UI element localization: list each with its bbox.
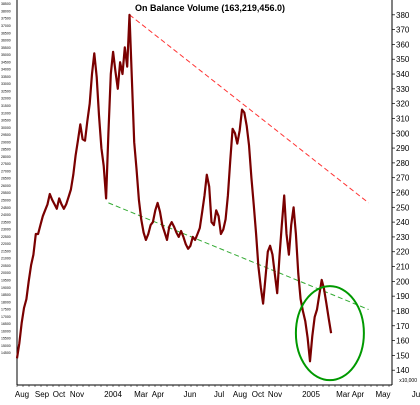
y-tick-label: 200 <box>396 277 410 286</box>
x-tick-label: Nov <box>268 390 282 399</box>
y-tick-label-left: 34500 <box>1 60 11 64</box>
y-tick-label: 320 <box>396 100 410 109</box>
y-tick-label: 370 <box>396 26 410 35</box>
trendline-resistance <box>129 14 369 204</box>
y-tick-label-left: 33500 <box>1 75 11 79</box>
y-tick-label-left: 27500 <box>1 162 11 166</box>
y-tick-label-left: 20500 <box>1 264 11 268</box>
x-tick-label: Jun <box>184 390 197 399</box>
y-tick-label: 190 <box>396 292 410 301</box>
y-tick-label-left: 38000 <box>1 9 11 13</box>
y-tick-label-left: 24500 <box>1 206 11 210</box>
y-tick-label-left: 37500 <box>1 17 11 21</box>
y-tick-label-left: 35500 <box>1 46 11 50</box>
y-tick-label-left: 17500 <box>1 308 11 312</box>
y-tick-label: 250 <box>396 203 410 212</box>
y-tick-label: 280 <box>396 159 410 168</box>
y-tick-label-left: 25500 <box>1 191 11 195</box>
x-tick-label: Apr <box>352 390 365 399</box>
y-tick-label: 160 <box>396 337 410 346</box>
y-tick-label-left: 23500 <box>1 220 11 224</box>
chart-title: On Balance Volume (163,219,456.0) <box>135 3 285 13</box>
y-tick-label: 230 <box>396 233 410 242</box>
y-tick-label-left: 28500 <box>1 148 11 152</box>
y-tick-label: 180 <box>396 307 410 316</box>
y-tick-label-left: 26500 <box>1 177 11 181</box>
trendline-support <box>108 202 369 310</box>
y-tick-label: 140 <box>396 366 410 375</box>
y-tick-label: 260 <box>396 189 410 198</box>
y-tick-label-left: 26000 <box>1 184 11 188</box>
y-tick-label-left: 18000 <box>1 300 11 304</box>
y-tick-label-left: 23000 <box>1 228 11 232</box>
x-tick-label: Nov <box>70 390 84 399</box>
y-tick-label-left: 24000 <box>1 213 11 217</box>
y-tick-label-left: 20000 <box>1 271 11 275</box>
y-tick-label: 210 <box>396 263 410 272</box>
y-tick-label-left: 30000 <box>1 126 11 130</box>
y-tick-label-left: 33000 <box>1 82 11 86</box>
y-tick-label-left: 22000 <box>1 242 11 246</box>
y-tick-label-left: 36000 <box>1 39 11 43</box>
y-tick-label: 270 <box>396 174 410 183</box>
y-tick-label-left: 38500 <box>1 2 11 6</box>
y-tick-label-left: 37000 <box>1 24 11 28</box>
y-tick-label: 340 <box>396 70 410 79</box>
y-tick-label-left: 31500 <box>1 104 11 108</box>
y-tick-label-left: 25000 <box>1 199 11 203</box>
y-tick-label: 310 <box>396 114 410 123</box>
y-tick-label: 330 <box>396 85 410 94</box>
y-tick-label-left: 31000 <box>1 111 11 115</box>
y-tick-label-left: 16000 <box>1 329 11 333</box>
y-tick-label: 290 <box>396 144 410 153</box>
y-tick-label: 380 <box>396 11 410 20</box>
y-tick-label-left: 27000 <box>1 169 11 173</box>
y-tick-label: 360 <box>396 40 410 49</box>
y-tick-label-left: 35000 <box>1 53 11 57</box>
y-tick-label: 220 <box>396 248 410 257</box>
annotation-circle <box>294 285 365 382</box>
y-tick-label-left: 28000 <box>1 155 11 159</box>
x-tick-label: Ju <box>412 390 420 399</box>
y-tick-label-left: 19000 <box>1 286 11 290</box>
y-tick-label: 170 <box>396 322 410 331</box>
y-tick-label-left: 29000 <box>1 140 11 144</box>
y-tick-label: 350 <box>396 55 410 64</box>
y-tick-label-left: 22500 <box>1 235 11 239</box>
x-tick-label: 2004 <box>104 390 122 399</box>
x-tick-label: Aug <box>233 390 247 399</box>
x-tick-label: Aug <box>15 390 29 399</box>
y-tick-label-left: 36500 <box>1 31 11 35</box>
x-tick-label: Jul <box>214 390 224 399</box>
y-tick-label-left: 29500 <box>1 133 11 137</box>
x-tick-label: Sep <box>35 390 50 399</box>
x-tick-label: 2005 <box>302 390 320 399</box>
y-tick-label-left: 14500 <box>1 351 11 355</box>
y-tick-label-left: 34000 <box>1 68 11 72</box>
y-tick-label-left: 21500 <box>1 249 11 253</box>
y-tick-label-left: 17000 <box>1 315 11 319</box>
y-tick-label: 240 <box>396 218 410 227</box>
y-tick-label-left: 32500 <box>1 89 11 93</box>
x-tick-label: Oct <box>252 390 265 399</box>
x-tick-label: May <box>375 390 390 399</box>
y-tick-label-left: 16500 <box>1 322 11 326</box>
x-tick-label: Mar <box>336 390 350 399</box>
y-multiplier-label: x10,000 <box>399 378 417 384</box>
y-tick-label-left: 30500 <box>1 119 11 123</box>
x-tick-label: Mar <box>134 390 148 399</box>
y-tick-label-left: 15500 <box>1 337 11 341</box>
y-tick-label: 300 <box>396 129 410 138</box>
y-tick-label: 150 <box>396 351 410 360</box>
y-tick-label-left: 18500 <box>1 293 11 297</box>
obv-series-line <box>15 13 333 363</box>
x-tick-label: Oct <box>53 390 66 399</box>
y-tick-label-left: 15000 <box>1 344 11 348</box>
x-tick-label: Apr <box>152 390 165 399</box>
y-tick-label-left: 32000 <box>1 97 11 101</box>
y-tick-label-left: 19500 <box>1 278 11 282</box>
y-tick-label-left: 21000 <box>1 257 11 261</box>
